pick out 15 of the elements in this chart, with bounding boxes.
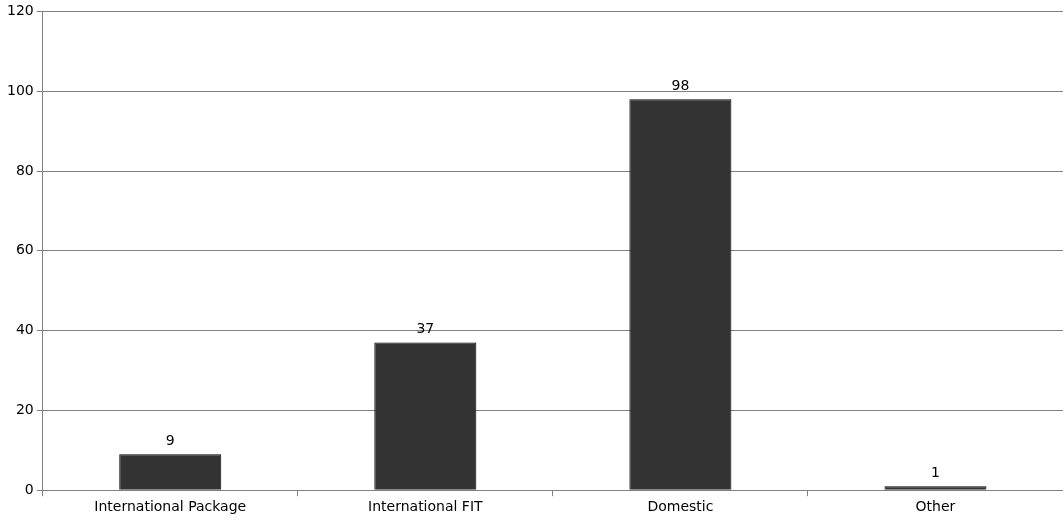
data-label: 37 [416, 320, 435, 337]
y-tick-label: 20 [15, 401, 34, 418]
data-label: 98 [671, 76, 690, 93]
y-tick-label: 60 [15, 241, 34, 258]
data-label: 1 [931, 463, 940, 480]
data-label: 9 [165, 431, 175, 448]
y-tick-label: 0 [24, 480, 34, 497]
y-tick-label: 120 [6, 2, 34, 19]
y-tick-label: 40 [15, 321, 34, 338]
y-tick-label: 100 [6, 81, 34, 98]
x-tick-label: Domestic [647, 498, 714, 515]
x-tick-label: International Package [94, 498, 247, 515]
x-tick-label: Other [915, 498, 956, 515]
y-tick-label: 80 [15, 161, 34, 178]
x-tick-label: International FIT [368, 498, 484, 515]
